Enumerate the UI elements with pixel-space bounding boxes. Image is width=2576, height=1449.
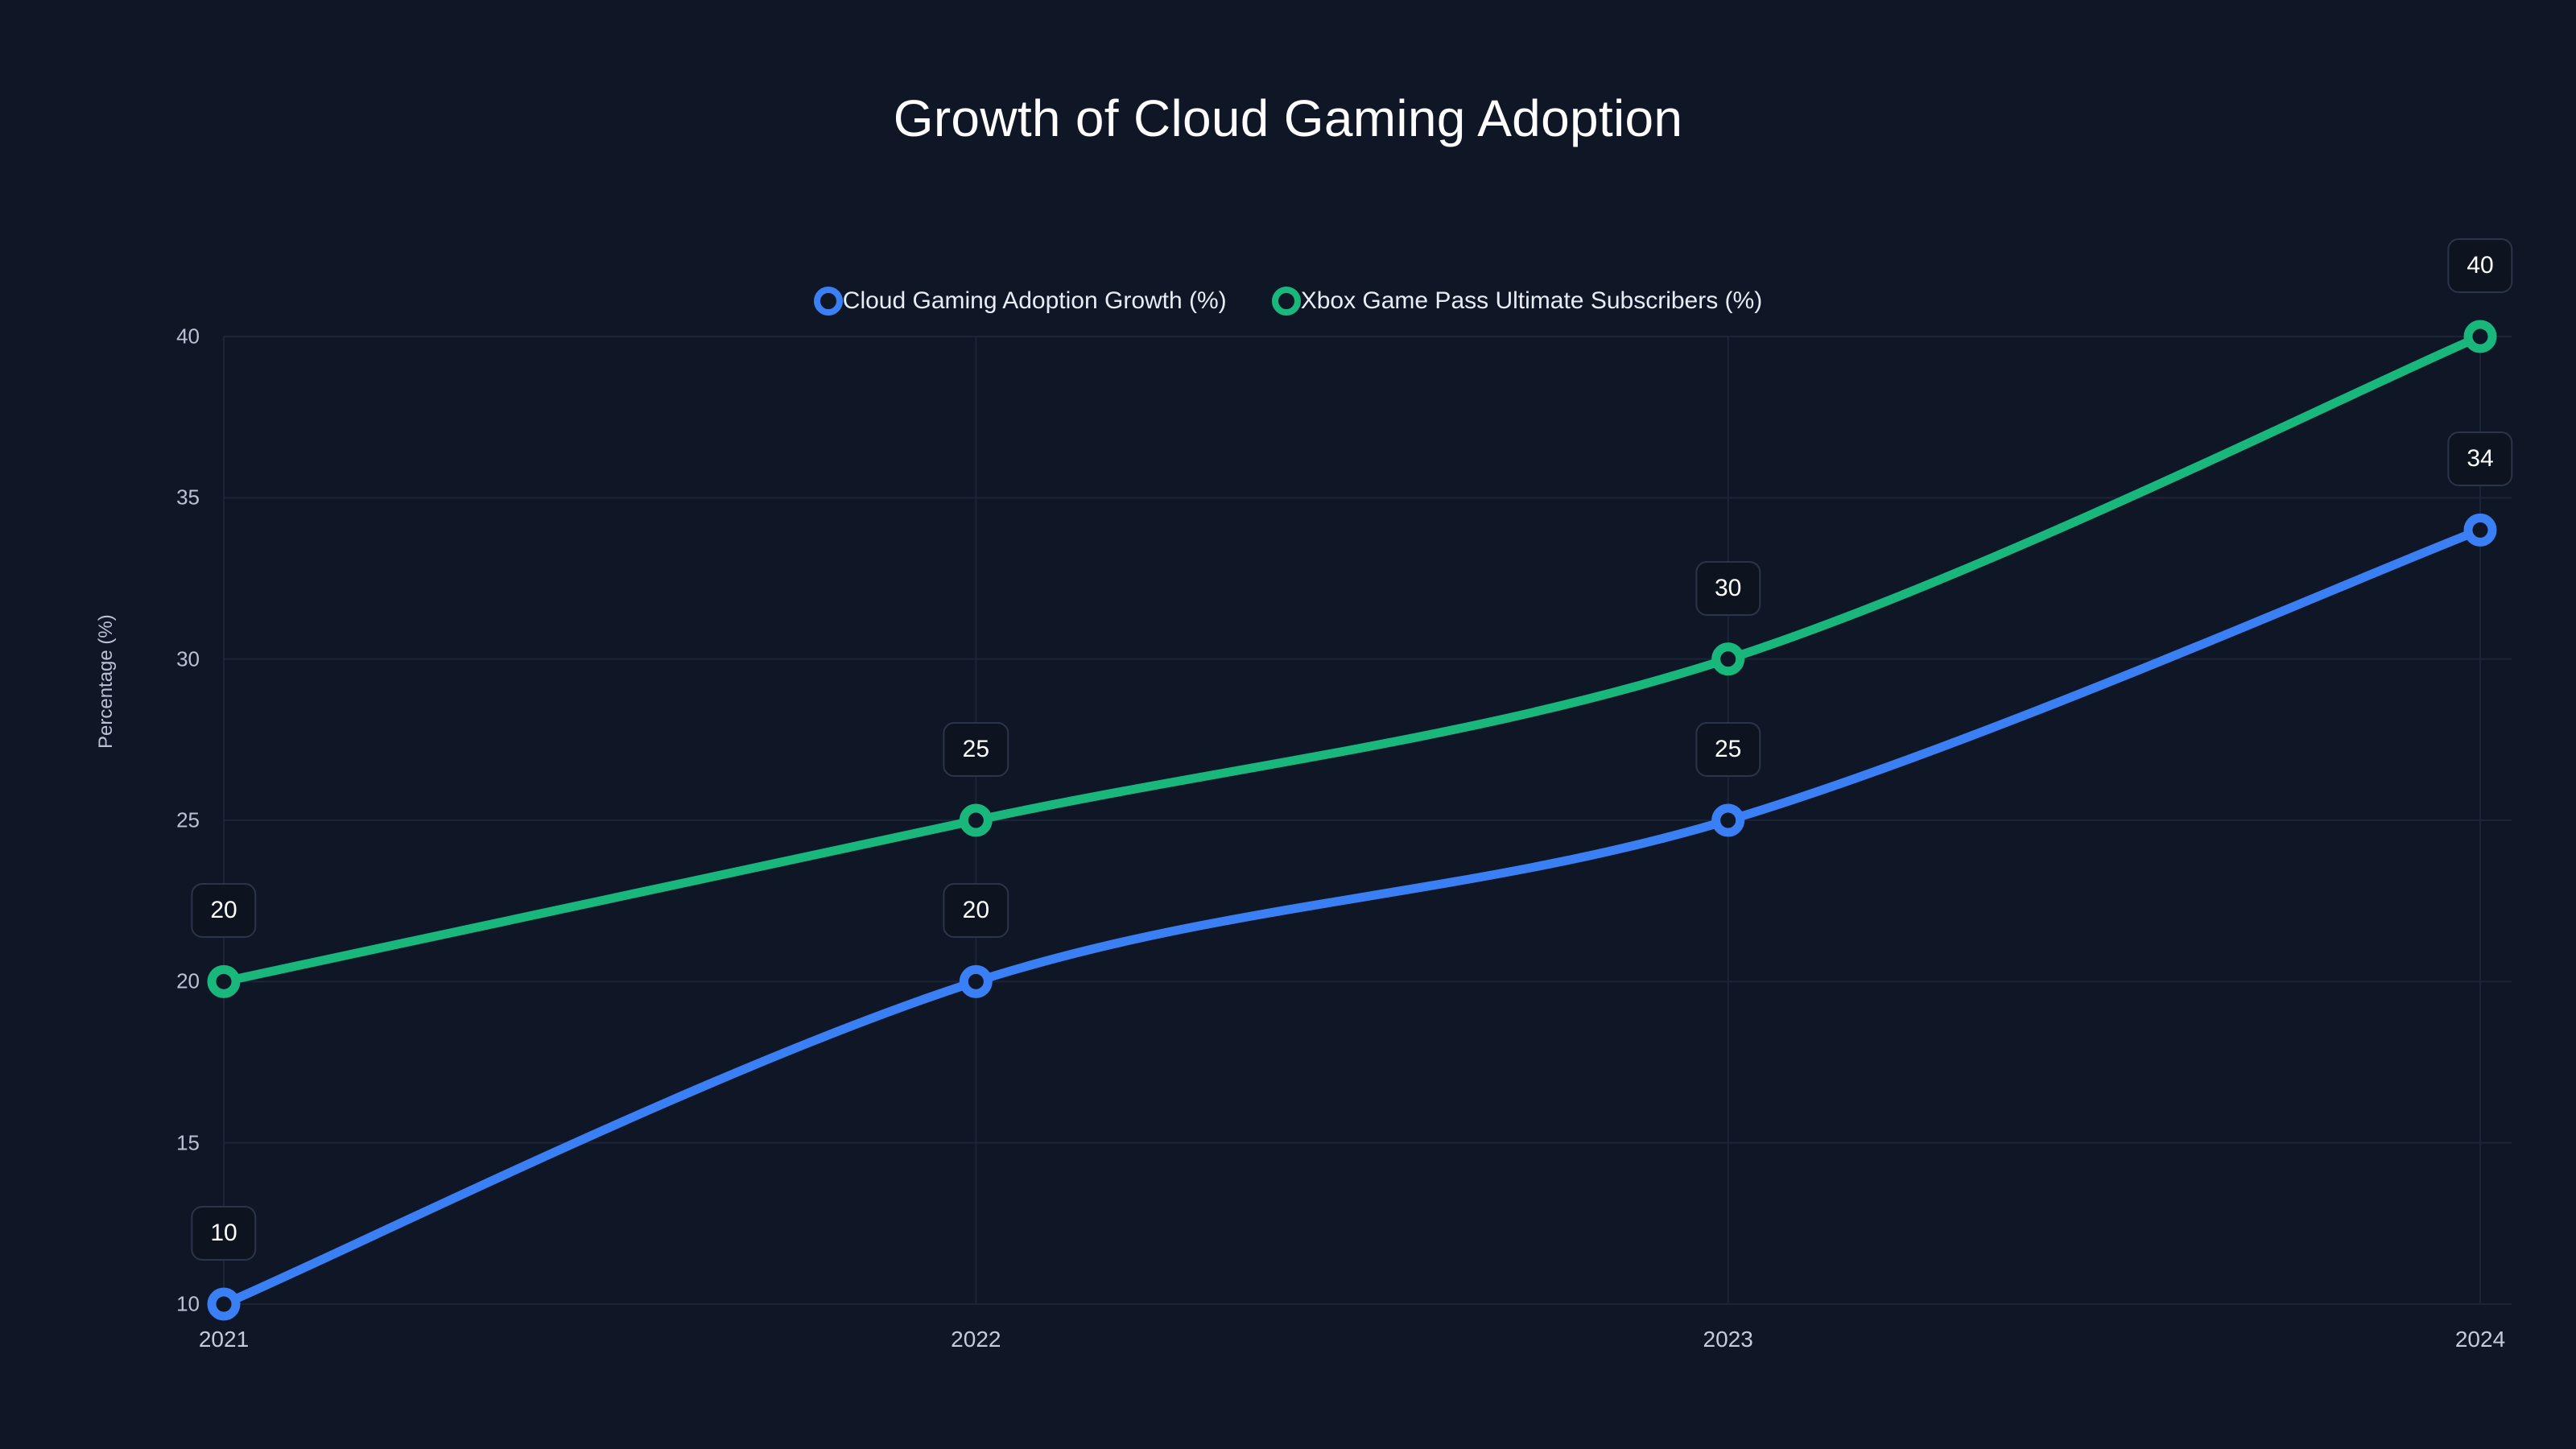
y-axis-tick-label: 30 bbox=[176, 646, 200, 671]
data-point-marker[interactable] bbox=[959, 803, 993, 837]
y-axis-tick-label: 35 bbox=[176, 485, 200, 510]
y-axis-title: Percentage (%) bbox=[95, 614, 117, 749]
data-point-marker[interactable] bbox=[1711, 642, 1745, 676]
data-point-label: 10 bbox=[191, 1206, 257, 1261]
series-1 bbox=[207, 320, 2497, 998]
data-point-label: 30 bbox=[1695, 560, 1761, 616]
chart-legend: Cloud Gaming Adoption Growth (%) Xbox Gam… bbox=[0, 287, 2576, 316]
data-point-label: 25 bbox=[943, 722, 1009, 777]
data-point-label: 34 bbox=[2447, 431, 2513, 487]
data-point-label: 20 bbox=[943, 883, 1009, 939]
legend-item-label: Xbox Game Pass Ultimate Subscribers (%) bbox=[1300, 287, 1763, 314]
series-0 bbox=[207, 513, 2497, 1321]
legend-item-0[interactable]: Cloud Gaming Adoption Growth (%) bbox=[813, 287, 1227, 316]
data-point-marker[interactable] bbox=[207, 1287, 241, 1321]
x-axis-tick-label: 2021 bbox=[198, 1327, 250, 1352]
y-axis-tick-label: 20 bbox=[176, 968, 200, 993]
legend-item-1[interactable]: Xbox Game Pass Ultimate Subscribers (%) bbox=[1271, 287, 1763, 316]
ring-marker-green-icon bbox=[1271, 287, 1301, 316]
data-point-label: 20 bbox=[191, 883, 257, 939]
y-axis-tick-label: 25 bbox=[176, 807, 200, 832]
x-axis-tick-label: 2024 bbox=[2454, 1327, 2506, 1352]
data-point-marker[interactable] bbox=[2463, 320, 2497, 353]
series-line bbox=[219, 525, 2485, 1309]
data-point-marker[interactable] bbox=[207, 964, 241, 998]
data-point-label: 40 bbox=[2447, 238, 2513, 293]
page-title: Growth of Cloud Gaming Adoption bbox=[893, 89, 1683, 147]
y-axis-tick-label: 10 bbox=[176, 1291, 200, 1316]
data-point-marker[interactable] bbox=[959, 964, 993, 998]
x-axis-tick-label: 2023 bbox=[1703, 1327, 1753, 1352]
x-axis-tick-label: 2022 bbox=[951, 1327, 1001, 1352]
series-line bbox=[219, 332, 2485, 986]
legend-item-label: Cloud Gaming Adoption Growth (%) bbox=[842, 287, 1227, 314]
data-point-marker[interactable] bbox=[1711, 803, 1745, 837]
data-point-label: 25 bbox=[1695, 722, 1761, 777]
y-axis-tick-label: 40 bbox=[176, 324, 200, 349]
ring-marker-blue-icon bbox=[813, 287, 843, 316]
y-axis-tick-label: 15 bbox=[176, 1130, 200, 1155]
data-point-marker[interactable] bbox=[2463, 513, 2497, 547]
